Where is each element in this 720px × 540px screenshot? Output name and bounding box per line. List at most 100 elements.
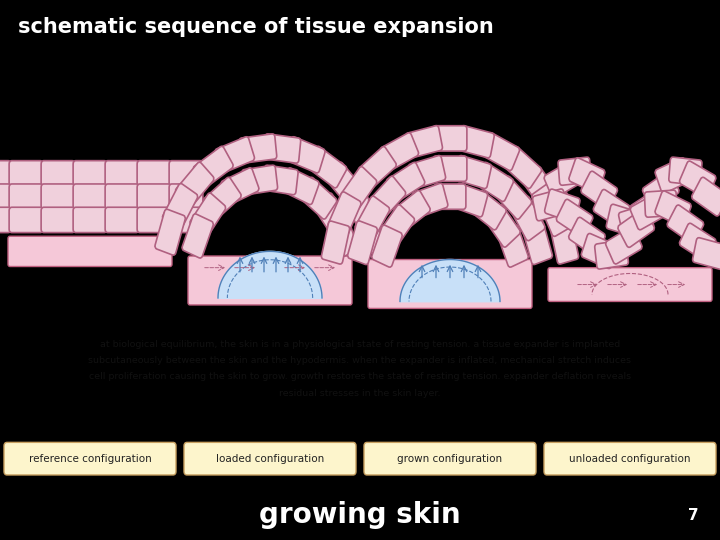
FancyBboxPatch shape [307, 146, 347, 188]
FancyBboxPatch shape [630, 190, 667, 227]
FancyBboxPatch shape [155, 210, 185, 255]
Polygon shape [592, 273, 668, 294]
FancyBboxPatch shape [380, 133, 418, 171]
FancyBboxPatch shape [341, 167, 377, 211]
FancyBboxPatch shape [137, 207, 171, 233]
FancyBboxPatch shape [618, 204, 654, 237]
FancyBboxPatch shape [169, 207, 203, 233]
FancyBboxPatch shape [326, 162, 364, 207]
FancyBboxPatch shape [548, 268, 712, 301]
FancyBboxPatch shape [221, 168, 259, 205]
FancyBboxPatch shape [593, 190, 630, 227]
FancyBboxPatch shape [239, 134, 276, 163]
FancyBboxPatch shape [9, 184, 43, 210]
FancyBboxPatch shape [494, 176, 531, 219]
FancyBboxPatch shape [550, 221, 579, 264]
Polygon shape [400, 260, 500, 301]
FancyBboxPatch shape [176, 162, 214, 207]
FancyBboxPatch shape [137, 184, 171, 210]
FancyBboxPatch shape [533, 189, 567, 221]
FancyBboxPatch shape [0, 207, 11, 233]
FancyBboxPatch shape [434, 184, 466, 210]
FancyBboxPatch shape [286, 137, 325, 173]
FancyBboxPatch shape [581, 171, 618, 210]
FancyBboxPatch shape [531, 177, 568, 216]
FancyBboxPatch shape [348, 221, 377, 265]
Text: subcutaneously between the skin and the hypodermis. when the expander is inflate: subcutaneously between the skin and the … [89, 356, 631, 365]
FancyBboxPatch shape [642, 171, 679, 210]
FancyBboxPatch shape [321, 221, 350, 264]
FancyBboxPatch shape [73, 184, 107, 210]
FancyBboxPatch shape [544, 161, 580, 198]
FancyBboxPatch shape [680, 223, 716, 261]
FancyBboxPatch shape [342, 184, 377, 230]
Text: growing skin: growing skin [259, 501, 461, 529]
FancyBboxPatch shape [364, 442, 536, 475]
FancyBboxPatch shape [193, 146, 233, 188]
FancyBboxPatch shape [469, 191, 506, 230]
FancyBboxPatch shape [618, 208, 654, 247]
FancyBboxPatch shape [387, 163, 425, 201]
FancyBboxPatch shape [4, 442, 176, 475]
FancyBboxPatch shape [9, 207, 43, 233]
FancyBboxPatch shape [9, 161, 43, 186]
FancyBboxPatch shape [680, 161, 716, 198]
FancyBboxPatch shape [457, 126, 494, 158]
FancyBboxPatch shape [163, 184, 198, 230]
FancyBboxPatch shape [264, 134, 301, 163]
FancyBboxPatch shape [169, 161, 203, 186]
FancyBboxPatch shape [8, 236, 172, 267]
FancyBboxPatch shape [299, 177, 337, 219]
FancyBboxPatch shape [669, 157, 702, 185]
FancyBboxPatch shape [452, 183, 487, 217]
FancyBboxPatch shape [105, 161, 139, 186]
FancyBboxPatch shape [523, 167, 559, 211]
FancyBboxPatch shape [606, 227, 642, 264]
FancyBboxPatch shape [557, 199, 593, 238]
FancyBboxPatch shape [693, 238, 720, 269]
FancyBboxPatch shape [355, 210, 385, 255]
Text: loaded configuration: loaded configuration [216, 454, 324, 464]
FancyBboxPatch shape [544, 189, 580, 222]
FancyBboxPatch shape [569, 158, 605, 193]
FancyBboxPatch shape [630, 193, 667, 230]
FancyBboxPatch shape [655, 191, 691, 227]
FancyBboxPatch shape [454, 156, 491, 188]
FancyBboxPatch shape [544, 442, 716, 475]
FancyBboxPatch shape [433, 156, 467, 181]
FancyBboxPatch shape [105, 184, 139, 210]
Text: 7: 7 [688, 508, 698, 523]
FancyBboxPatch shape [539, 192, 572, 237]
FancyBboxPatch shape [215, 137, 254, 173]
Text: residual stresses in the skin layer.: residual stresses in the skin layer. [279, 389, 441, 398]
FancyBboxPatch shape [359, 146, 396, 188]
FancyBboxPatch shape [328, 192, 361, 237]
Text: cell proliferation causing the skin to grow. growth restores the state of restin: cell proliferation causing the skin to g… [89, 373, 631, 381]
FancyBboxPatch shape [203, 177, 241, 219]
Text: schematic sequence of tissue expansion: schematic sequence of tissue expansion [18, 17, 494, 37]
FancyBboxPatch shape [523, 221, 552, 265]
FancyBboxPatch shape [182, 214, 213, 258]
FancyBboxPatch shape [73, 161, 107, 186]
FancyBboxPatch shape [413, 183, 448, 217]
Text: unloaded configuration: unloaded configuration [570, 454, 690, 464]
Polygon shape [218, 252, 322, 298]
FancyBboxPatch shape [644, 190, 677, 217]
FancyBboxPatch shape [315, 193, 350, 238]
FancyBboxPatch shape [394, 191, 431, 230]
FancyBboxPatch shape [379, 205, 415, 247]
FancyBboxPatch shape [485, 205, 521, 247]
FancyBboxPatch shape [327, 214, 358, 258]
FancyBboxPatch shape [409, 156, 446, 188]
FancyBboxPatch shape [188, 256, 352, 305]
FancyBboxPatch shape [510, 196, 545, 241]
FancyBboxPatch shape [190, 193, 225, 238]
FancyBboxPatch shape [606, 204, 642, 237]
FancyBboxPatch shape [655, 158, 691, 193]
FancyBboxPatch shape [41, 207, 75, 233]
FancyBboxPatch shape [475, 163, 513, 201]
FancyBboxPatch shape [105, 207, 139, 233]
FancyBboxPatch shape [242, 165, 278, 195]
Text: reference configuration: reference configuration [29, 454, 151, 464]
FancyBboxPatch shape [262, 165, 298, 195]
